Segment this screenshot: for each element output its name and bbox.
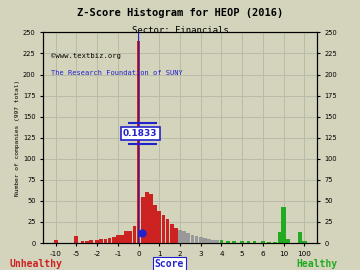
Bar	[215, 241, 219, 243]
Bar	[240, 241, 244, 243]
Bar	[267, 242, 271, 243]
Bar	[132, 226, 136, 243]
Text: 0.1833: 0.1833	[123, 129, 158, 138]
Bar	[286, 239, 290, 243]
Bar	[178, 230, 182, 243]
Bar	[203, 238, 207, 243]
Bar	[81, 241, 85, 243]
Bar	[153, 205, 157, 243]
Bar	[95, 240, 99, 243]
Text: Sector: Financials: Sector: Financials	[132, 26, 228, 35]
Bar	[120, 235, 124, 243]
Text: Healthy: Healthy	[296, 259, 337, 269]
Bar	[157, 211, 161, 243]
Bar	[207, 239, 211, 243]
Bar	[138, 32, 139, 243]
Bar	[226, 241, 230, 243]
Bar	[182, 231, 186, 243]
Text: Unhealthy: Unhealthy	[10, 259, 62, 269]
Text: Z-Score Histogram for HEOP (2016): Z-Score Histogram for HEOP (2016)	[77, 8, 283, 18]
Bar	[261, 241, 265, 243]
Bar	[104, 239, 107, 243]
Text: ©www.textbiz.org: ©www.textbiz.org	[51, 53, 121, 59]
Bar	[211, 240, 215, 243]
Bar	[190, 235, 194, 243]
Bar	[186, 233, 190, 243]
Bar	[138, 41, 140, 243]
Bar	[54, 241, 58, 243]
Bar	[162, 215, 165, 243]
Bar	[278, 232, 282, 243]
Bar	[170, 224, 174, 243]
Bar	[274, 242, 277, 243]
Bar	[112, 237, 116, 243]
Bar	[199, 237, 203, 243]
Bar	[116, 235, 120, 243]
Bar	[124, 231, 128, 243]
Bar	[108, 238, 111, 243]
Bar	[220, 241, 223, 243]
Text: Score: Score	[154, 259, 184, 269]
Bar	[89, 241, 93, 243]
Bar	[174, 228, 178, 243]
Bar	[298, 232, 302, 243]
Bar	[281, 207, 287, 243]
Bar	[232, 241, 236, 243]
Bar	[253, 241, 256, 243]
Bar	[166, 220, 170, 243]
Bar	[302, 241, 307, 243]
Bar	[99, 239, 103, 243]
Bar	[145, 193, 149, 243]
Bar	[247, 241, 250, 243]
Bar	[85, 241, 89, 243]
Y-axis label: Number of companies (997 total): Number of companies (997 total)	[15, 80, 20, 196]
Text: The Research Foundation of SUNY: The Research Foundation of SUNY	[51, 70, 183, 76]
Bar	[149, 194, 153, 243]
Bar	[195, 236, 198, 243]
Bar	[129, 231, 132, 243]
Bar	[141, 197, 145, 243]
Bar	[75, 236, 78, 243]
